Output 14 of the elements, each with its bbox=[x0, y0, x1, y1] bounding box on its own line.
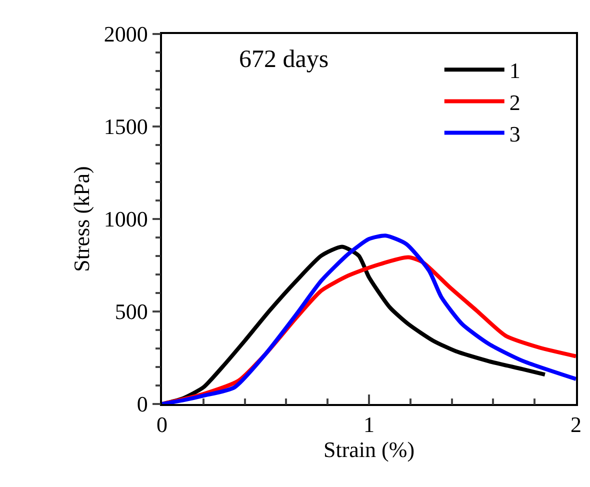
y-tick-label: 500 bbox=[114, 299, 148, 324]
y-tick-label: 1000 bbox=[104, 206, 148, 232]
x-tick-label: 2 bbox=[570, 412, 582, 438]
y-tick-label: 1500 bbox=[104, 114, 148, 140]
y-axis-title: Stress (kPa) bbox=[69, 166, 94, 272]
y-tick-label: 0 bbox=[136, 392, 148, 417]
legend-label: 1 bbox=[509, 58, 520, 84]
y-tick-label: 2000 bbox=[104, 22, 148, 47]
x-tick-label: 0 bbox=[156, 412, 168, 438]
legend-label: 3 bbox=[509, 121, 520, 146]
legend-label: 2 bbox=[509, 90, 520, 115]
x-tick-label: 1 bbox=[364, 412, 374, 438]
annotation: 672 days bbox=[239, 46, 329, 73]
x-axis-title: Strain (%) bbox=[323, 437, 415, 462]
